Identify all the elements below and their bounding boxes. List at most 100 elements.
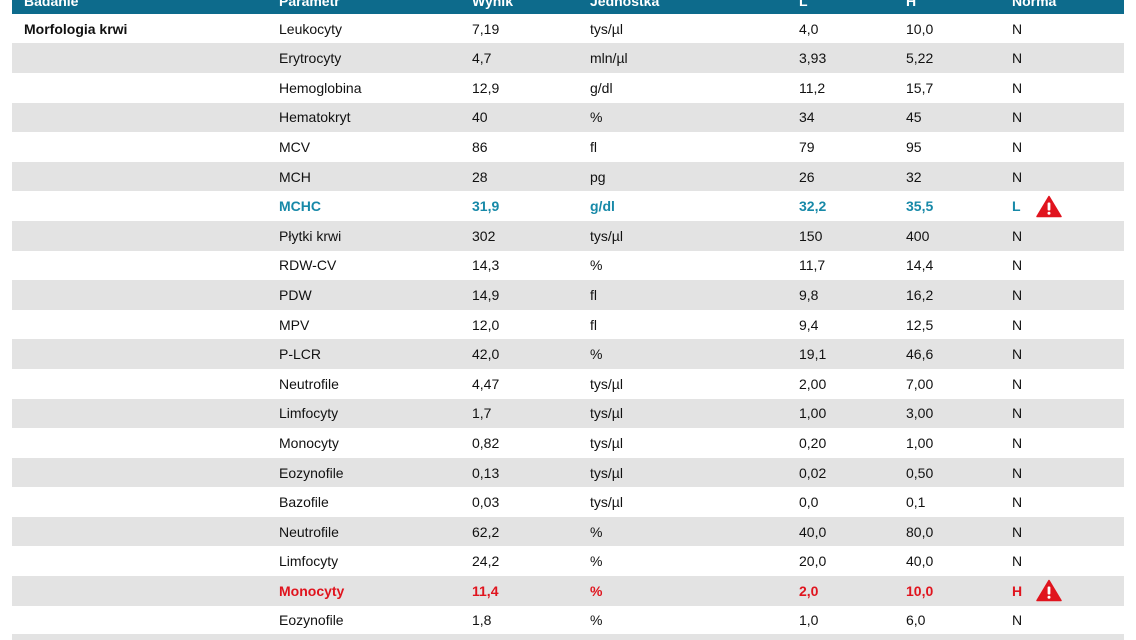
upper-limit-cell: 14,4 <box>906 257 934 274</box>
norma-cell: N <box>1012 50 1023 67</box>
norma-cell: N <box>1012 494 1023 511</box>
norma-cell: N <box>1012 257 1023 274</box>
parametr-cell: P-LCR <box>279 346 322 363</box>
badanie-cell: Morfologia krwi <box>24 20 128 37</box>
wynik-cell: 14,3 <box>472 257 500 274</box>
wynik-cell: 1,7 <box>472 405 492 422</box>
wynik-cell: 0,03 <box>472 494 500 511</box>
wynik-cell: 14,9 <box>472 286 500 303</box>
parametr-cell: Bazofile <box>279 494 329 511</box>
jednostka-cell: % <box>590 612 603 629</box>
table-row: MPV 12,0 fl 9,4 12,5 N <box>12 310 1124 340</box>
upper-limit-cell: 15,7 <box>906 79 934 96</box>
header-badanie: Badanie <box>24 0 79 10</box>
lower-limit-cell: 26 <box>799 168 815 185</box>
lower-limit-cell: 9,8 <box>799 286 819 303</box>
lower-limit-cell: 20,0 <box>799 553 827 570</box>
jednostka-cell: g/dl <box>590 198 615 215</box>
jednostka-cell: fl <box>590 286 597 303</box>
norma-cell: N <box>1012 286 1023 303</box>
jednostka-cell: fl <box>590 138 597 155</box>
norma-cell: N <box>1012 168 1023 185</box>
next-row-stripe <box>12 634 1124 640</box>
lower-limit-cell: 0,20 <box>799 434 827 451</box>
wynik-cell: 62,2 <box>472 523 500 540</box>
table-row: P-LCR 42,0% 19,1 46,6 N <box>12 339 1124 369</box>
norma-cell: N <box>1012 612 1023 629</box>
jednostka-cell: % <box>590 553 603 570</box>
norma-cell: N <box>1012 434 1023 451</box>
table-row: Eozynofile 0,13 tys/µl 0,02 0,50 N <box>12 457 1124 488</box>
parametr-cell: Płytki krwi <box>279 227 342 244</box>
upper-limit-cell: 10,0 <box>906 20 934 37</box>
wynik-cell: 86 <box>472 138 488 155</box>
lower-limit-cell: 2,00 <box>799 375 827 392</box>
parametr-cell: Hemoglobina <box>279 79 362 96</box>
upper-limit-cell: 0,1 <box>906 494 926 511</box>
jednostka-cell: tys/µl <box>590 464 623 481</box>
lower-limit-cell: 40,0 <box>799 523 827 540</box>
parametr-cell: Eozynofile <box>279 612 344 629</box>
wynik-cell: 4,7 <box>472 50 492 67</box>
table-row: Płytki krwi 302 tys/µl 150 400 N <box>12 220 1124 251</box>
lower-limit-cell: 4,0 <box>799 20 819 37</box>
norma-cell: N <box>1012 523 1023 540</box>
jednostka-cell: % <box>590 582 603 599</box>
table-row: Hemoglobina 12,9 g/dl 11,2 15,7 N <box>12 73 1124 103</box>
wynik-cell: 31,9 <box>472 198 500 215</box>
lower-limit-cell: 0,0 <box>799 494 819 511</box>
lower-limit-cell: 1,00 <box>799 405 827 422</box>
norma-cell: N <box>1012 109 1023 126</box>
wynik-cell: 7,19 <box>472 20 500 37</box>
lower-limit-cell: 11,2 <box>799 79 826 96</box>
table-row: Limfocyty 24,2% 20,0 40,0 N <box>12 546 1124 576</box>
norma-cell: N <box>1012 464 1023 481</box>
parametr-cell: Neutrofile <box>279 523 339 540</box>
table-row: RDW-CV 14,3% 11,7 14,4 N <box>12 251 1124 281</box>
upper-limit-cell: 0,50 <box>906 464 934 481</box>
wynik-cell: 0,13 <box>472 464 500 481</box>
jednostka-cell: % <box>590 523 603 540</box>
upper-limit-cell: 35,5 <box>906 198 934 215</box>
norma-cell: N <box>1012 227 1023 244</box>
jednostka-cell: tys/µl <box>590 375 623 392</box>
parametr-cell: RDW-CV <box>279 257 337 274</box>
parametr-cell: Limfocyty <box>279 553 339 570</box>
jednostka-cell: tys/µl <box>590 405 623 422</box>
upper-limit-cell: 3,00 <box>906 405 934 422</box>
wynik-cell: 1,8 <box>472 612 492 629</box>
norma-cell: N <box>1012 553 1023 570</box>
results-table: Badanie Parametr Wynik Jednostka L H Nor… <box>12 0 1124 635</box>
jednostka-cell: pg <box>590 168 606 185</box>
parametr-cell: MCHC <box>279 198 321 215</box>
parametr-cell: Erytrocyty <box>279 50 342 67</box>
wynik-cell: 40 <box>472 109 488 126</box>
parametr-cell: Hematokryt <box>279 109 351 126</box>
parametr-cell: Neutrofile <box>279 375 339 392</box>
header-jednostka: Jednostka <box>590 0 660 10</box>
lower-limit-cell: 34 <box>799 109 815 126</box>
lower-limit-cell: 19,1 <box>799 346 827 363</box>
parametr-cell: MPV <box>279 316 310 333</box>
norma-cell: N <box>1012 138 1023 155</box>
wynik-cell: 42,0 <box>472 346 500 363</box>
norma-cell: N <box>1012 375 1023 392</box>
norma-cell: L <box>1012 198 1021 215</box>
lower-limit-cell: 11,7 <box>799 257 826 274</box>
jednostka-cell: mln/µl <box>590 50 628 67</box>
table-row: Eozynofile 1,8% 1,0 6,0 N <box>12 606 1124 636</box>
lower-limit-cell: 2,0 <box>799 582 819 599</box>
parametr-cell: Monocyty <box>279 582 345 599</box>
parametr-cell: MCH <box>279 168 311 185</box>
table-row: Neutrofile 62,2% 40,0 80,0 N <box>12 516 1124 547</box>
upper-limit-cell: 12,5 <box>906 316 934 333</box>
table-row: Monocyty 11,4% 2,0 10,0 H <box>12 576 1124 606</box>
parametr-cell: PDW <box>279 286 312 303</box>
warning-triangle-icon <box>1036 580 1062 602</box>
table-row: PDW 14,9 fl 9,8 16,2 N <box>12 280 1124 310</box>
upper-limit-cell: 16,2 <box>906 286 934 303</box>
norma-cell: N <box>1012 346 1023 363</box>
upper-limit-cell: 400 <box>906 227 930 244</box>
lower-limit-cell: 3,93 <box>799 50 827 67</box>
upper-limit-cell: 1,00 <box>906 434 934 451</box>
